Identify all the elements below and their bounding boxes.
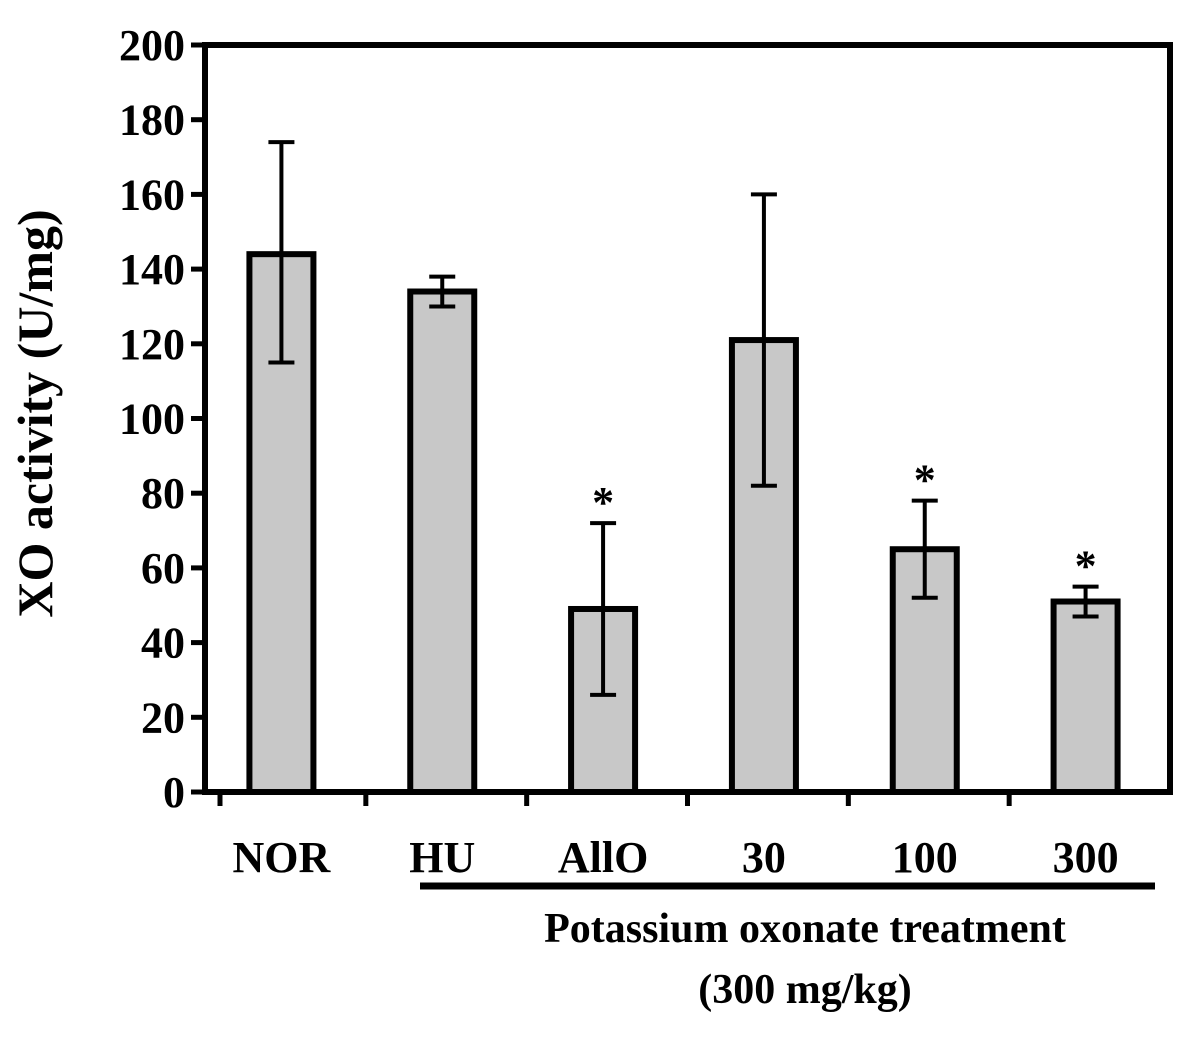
y-tick-label: 160	[119, 170, 185, 219]
x-tick-label: 100	[892, 833, 958, 882]
bars: * * *	[246, 140, 1121, 796]
x-tick-label: AllO	[558, 833, 648, 882]
x-tick-label: HU	[409, 833, 475, 882]
y-tick-label: 60	[141, 544, 185, 593]
x-tick-label: 30	[742, 833, 786, 882]
y-tick-label: 100	[119, 395, 185, 444]
bar-300	[1050, 598, 1121, 796]
bar-allo	[568, 605, 639, 795]
significance-marker: *	[592, 478, 614, 527]
y-tick-label: 140	[119, 245, 185, 294]
y-axis-ticks: 0 20 40 60 80 100 120 140 160 180 200	[119, 21, 205, 817]
group-label-line2: (300 mg/kg)	[698, 967, 912, 1013]
y-tick-label: 20	[141, 693, 185, 742]
y-tick-label: 0	[163, 768, 185, 817]
x-axis-ticks: NOR HU AllO 30 100 300	[217, 792, 1119, 882]
plot-frame	[202, 42, 1173, 795]
y-tick-label: 80	[141, 469, 185, 518]
significance-marker: *	[914, 456, 936, 505]
bar-hu	[407, 288, 478, 795]
y-tick-label: 40	[141, 619, 185, 668]
x-tick-label: 300	[1053, 833, 1119, 882]
y-tick-label: 200	[119, 21, 185, 70]
significance-marker: *	[1075, 542, 1097, 591]
y-tick-label: 180	[119, 96, 185, 145]
y-tick-label: 120	[119, 320, 185, 369]
group-label-line1: Potassium oxonate treatment	[544, 906, 1066, 952]
x-tick-label: NOR	[233, 833, 332, 882]
y-axis-label: XO activity (U/mg)	[7, 209, 63, 617]
